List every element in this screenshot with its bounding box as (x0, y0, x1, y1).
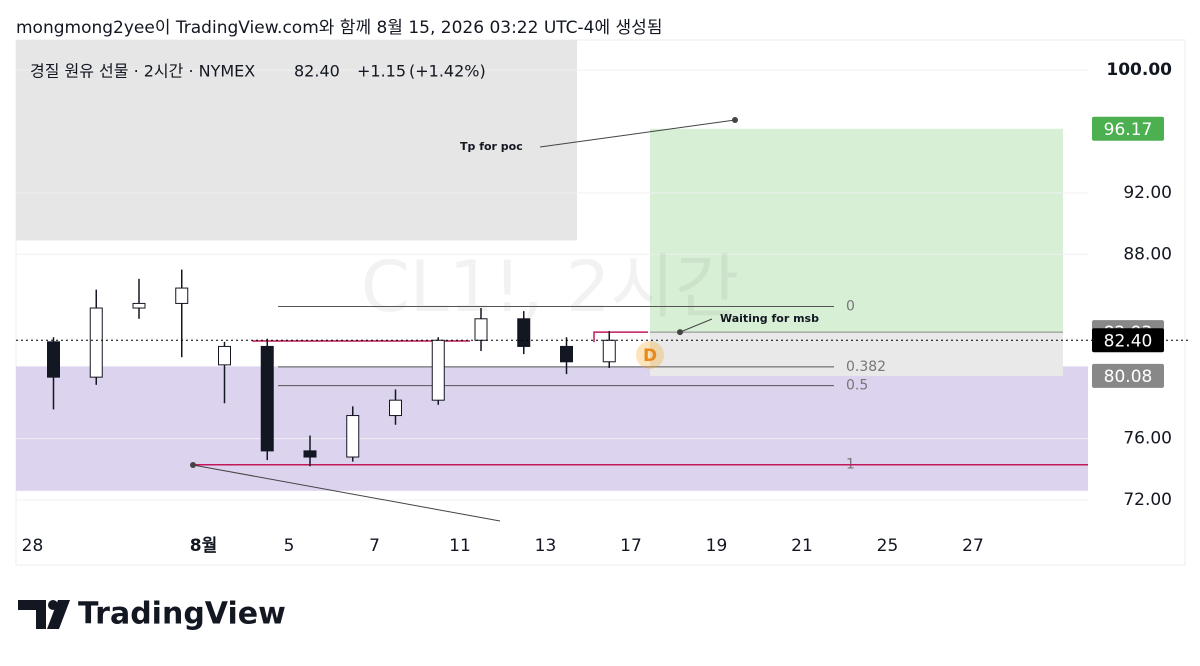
candle-body (560, 345, 573, 363)
candle-body (389, 399, 402, 417)
candle-body (132, 302, 146, 309)
price-marker-label: 80.08 (1104, 367, 1153, 387)
candle-body (346, 415, 360, 458)
x-tick-label: 8월 (190, 536, 217, 556)
price-marker (1092, 363, 1164, 388)
change: +1.15 (357, 62, 406, 81)
y-tick-label: 72.00 (1123, 490, 1172, 510)
symbol: 경질 원유 선물 · 2시간 · NYMEX (30, 62, 255, 81)
note-line (539, 119, 736, 148)
note: Tp for poc (460, 140, 523, 153)
x-tick-label: 19 (706, 536, 728, 556)
x-tick-label: 28 (22, 536, 44, 556)
fib-label: 0.5 (846, 378, 868, 394)
stop-zone (650, 332, 1063, 376)
x-tick-label: 5 (284, 536, 295, 556)
y-tick-label: 92.00 (1123, 183, 1172, 203)
x-tick-label: 27 (962, 536, 984, 556)
last-price: 82.40 (294, 62, 340, 81)
candle-body (431, 339, 445, 401)
zone (16, 366, 1088, 491)
x-tick-label: 11 (449, 536, 471, 556)
candle-body (260, 345, 274, 452)
note-dot (732, 117, 738, 123)
note: Waiting for msb (720, 312, 819, 325)
candle-body (47, 341, 60, 378)
marker: D (643, 346, 657, 366)
note-line (192, 464, 501, 522)
candle-body (474, 318, 488, 341)
frame (15, 39, 1186, 566)
logo: TradingView (18, 597, 286, 632)
candle-body (303, 450, 317, 458)
brand: TradingView (78, 597, 286, 632)
logo-mark (47, 600, 70, 629)
legend: 경질 원유 선물 · 2시간 · NYMEX 82.40 +1.15 (+1.4… (30, 62, 486, 81)
x-tick-label: 17 (620, 536, 642, 556)
watermark: CL1!, 2시간 (361, 246, 739, 328)
candle-body (602, 339, 616, 363)
x-tick-label: 7 (369, 536, 380, 556)
y-tick-label: 100.00 (1106, 60, 1172, 80)
price-marker-label: 96.17 (1104, 120, 1153, 140)
price-marker (1092, 328, 1164, 353)
y-tick-label: 88.00 (1123, 244, 1172, 264)
candle-body (218, 345, 231, 366)
red-step (593, 331, 648, 343)
note-dot (190, 462, 196, 468)
candle-body (89, 307, 103, 378)
x-tick-label: 25 (877, 536, 899, 556)
fib-label: 0 (846, 298, 855, 314)
logo-mark (18, 600, 46, 629)
note-dot (677, 329, 683, 336)
target-zone (650, 128, 1063, 333)
candle-body (517, 318, 531, 347)
change-pct: (+1.42%) (409, 62, 486, 81)
zone (16, 40, 577, 241)
fib-label: 0.382 (846, 359, 886, 375)
price-marker (1092, 116, 1164, 141)
price-marker-label: 82.40 (1104, 331, 1153, 351)
x-tick-label: 13 (535, 536, 557, 556)
header: mongmong2yee이 TradingView.com와 함께 8월 15,… (16, 18, 662, 38)
note-line (679, 318, 713, 333)
marker-halo (636, 341, 664, 369)
y-tick-label: 76.00 (1123, 429, 1172, 449)
candle-body (175, 287, 189, 304)
x-tick-label: 21 (791, 536, 813, 556)
